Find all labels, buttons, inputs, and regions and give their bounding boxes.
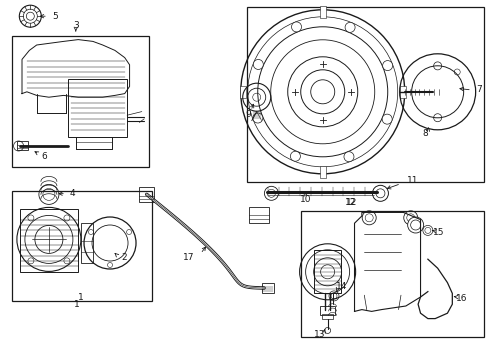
Text: 5: 5 <box>52 12 58 21</box>
Text: 1: 1 <box>74 300 80 309</box>
Circle shape <box>291 22 301 32</box>
Bar <box>246 7 483 182</box>
Bar <box>322 314 332 319</box>
Bar <box>12 36 149 167</box>
Text: 3: 3 <box>73 22 79 31</box>
Circle shape <box>252 113 262 123</box>
Bar <box>261 283 273 293</box>
Text: 11: 11 <box>406 176 418 185</box>
Bar <box>399 86 405 98</box>
Text: 9: 9 <box>244 109 250 119</box>
Circle shape <box>382 114 391 124</box>
Circle shape <box>20 5 41 27</box>
Bar <box>320 306 334 315</box>
Bar <box>319 166 325 178</box>
Circle shape <box>407 217 423 233</box>
Text: 7: 7 <box>475 85 481 94</box>
Bar <box>12 191 151 301</box>
Bar <box>20 209 78 272</box>
Text: 2: 2 <box>121 253 126 262</box>
Bar <box>239 86 245 98</box>
Bar <box>319 6 325 18</box>
Text: 1: 1 <box>78 293 83 302</box>
Circle shape <box>382 60 392 71</box>
Text: 12: 12 <box>346 198 357 207</box>
Text: 17: 17 <box>183 253 194 262</box>
Text: 16: 16 <box>455 294 467 302</box>
Text: 4: 4 <box>69 189 75 198</box>
Bar <box>68 79 127 137</box>
Text: 6: 6 <box>41 152 47 161</box>
Bar <box>81 223 93 263</box>
Text: 14: 14 <box>335 282 346 291</box>
Bar <box>300 211 483 337</box>
Text: 8: 8 <box>421 130 427 139</box>
Text: 13: 13 <box>313 330 325 339</box>
Bar <box>139 187 154 202</box>
Bar <box>17 141 28 150</box>
Circle shape <box>345 22 354 32</box>
Bar <box>249 207 268 223</box>
Text: 15: 15 <box>432 228 444 237</box>
Text: 12: 12 <box>345 198 356 207</box>
Text: 10: 10 <box>299 195 311 204</box>
Circle shape <box>253 59 263 69</box>
Bar <box>314 250 341 293</box>
Circle shape <box>290 151 300 161</box>
Circle shape <box>343 152 353 162</box>
